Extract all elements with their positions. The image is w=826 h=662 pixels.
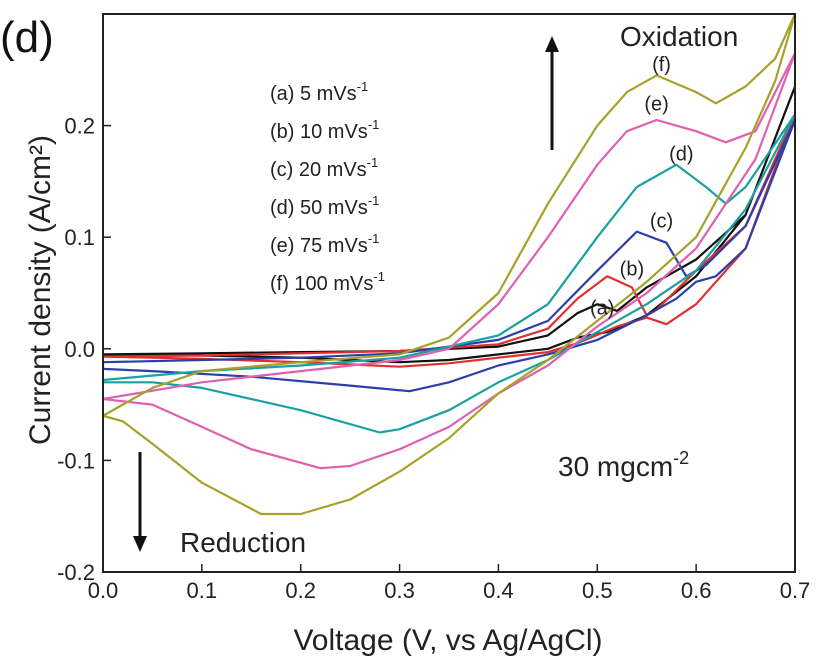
x-tick-label: 0.2 <box>285 578 316 603</box>
series-label-e: (e) <box>644 93 668 115</box>
series-label-f: (f) <box>652 54 671 76</box>
series-label-c: (c) <box>650 210 673 232</box>
x-axis-title: Voltage (V, vs Ag/AgCl) <box>293 624 602 657</box>
series-line-f <box>103 14 795 516</box>
y-tick-label: -0.2 <box>57 560 95 585</box>
legend-entry: (a) 5 mVs-1 <box>270 79 368 105</box>
y-axis-title: Current density (A/cm²) <box>24 135 57 445</box>
x-tick-label: 0.6 <box>681 578 712 603</box>
y-tick-label: 0.0 <box>64 337 95 362</box>
x-tick-label: 0.3 <box>384 578 415 603</box>
series-line-e <box>103 52 795 470</box>
series-label-a: (a) <box>590 298 614 320</box>
plot-frame <box>102 13 796 573</box>
reduction-annotation: Reduction <box>133 452 306 558</box>
series-label-d: (d) <box>669 144 693 166</box>
legend-entry: (b) 10 mVs-1 <box>270 117 379 143</box>
x-tick-label: 0.1 <box>187 578 218 603</box>
x-tick-label: 0.0 <box>88 578 119 603</box>
y-tick-label: 0.2 <box>64 114 95 139</box>
loading-annotation: 30 mgcm-2 <box>558 448 689 482</box>
oxidation-label: Oxidation <box>620 21 738 52</box>
panel-label: (d) <box>0 13 54 62</box>
loading-text: 30 mgcm <box>558 451 673 482</box>
oxidation-arrow-head <box>545 36 559 52</box>
reduction-label: Reduction <box>180 527 306 558</box>
x-tick-label: 0.4 <box>483 578 514 603</box>
x-tick-label: 0.5 <box>582 578 613 603</box>
legend: (a) 5 mVs-1 (b) 10 mVs-1 (c) 20 mVs-1 (d) 5… <box>270 79 385 295</box>
y-tick-label: 0.1 <box>64 225 95 250</box>
legend-entry: (d) 50 mVs-1 <box>270 193 379 219</box>
axis-layer: 0.0 0.1 0.2 0.3 0.4 0.5 0.6 0.7 -0.2 -0.1 0.0 0.1 0.… <box>57 54 810 603</box>
series-layer <box>103 14 795 516</box>
series-line-a <box>103 85 795 364</box>
reduction-arrow-head <box>133 536 147 552</box>
legend-entry: (f) 100 mVs-1 <box>270 269 385 295</box>
y-tick-label: -0.1 <box>57 448 95 473</box>
series-line-d <box>103 113 795 434</box>
x-tick-label: 0.7 <box>780 578 811 603</box>
legend-entry: (c) 20 mVs-1 <box>270 155 378 181</box>
oxidation-annotation: Oxidation <box>545 21 738 150</box>
legend-entry: (e) 75 mVs-1 <box>270 231 379 257</box>
series-line-c <box>103 118 795 393</box>
series-label-b: (b) <box>620 258 644 280</box>
loading-superscript: -2 <box>673 448 689 468</box>
